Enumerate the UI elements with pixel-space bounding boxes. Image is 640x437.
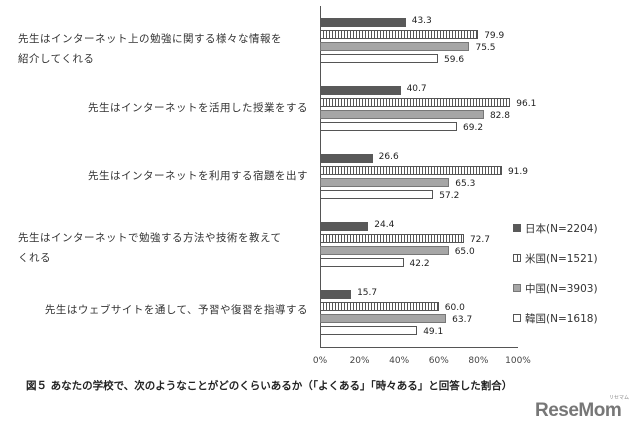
- bar-value-label: 57.2: [439, 191, 460, 201]
- bar-value-label: 69.2: [463, 123, 484, 133]
- bar-korea: [320, 258, 404, 267]
- bar-value-label: 49.1: [423, 327, 444, 337]
- bar-korea: [320, 54, 438, 63]
- category-label-4-line1: 先生はインターネットで勉強する方法や技術を教えて: [18, 232, 282, 244]
- bar-value-label: 15.7: [357, 288, 378, 298]
- legend-swatch-korea: [513, 314, 521, 322]
- resemom-logo: ReseMom: [535, 400, 622, 421]
- legend: 日本(N=2204) 米国(N=1521) 中国(N=3903) 韓国(N=16…: [513, 213, 598, 333]
- bar-china: [320, 42, 470, 51]
- legend-label-usa: 米国(N=1521): [525, 252, 598, 265]
- bar-usa: [320, 98, 511, 107]
- bar-japan: [320, 18, 406, 27]
- bar-value-label: 43.3: [411, 16, 432, 26]
- bar-value-label: 63.7: [452, 315, 473, 325]
- legend-item-usa: 米国(N=1521): [513, 243, 598, 273]
- x-axis-line: [320, 347, 518, 348]
- bar-korea: [320, 122, 458, 131]
- legend-label-korea: 韓国(N=1618): [525, 312, 598, 325]
- resemom-logo-subtext: リセマム: [609, 395, 630, 401]
- bar-value-label: 24.4: [374, 220, 395, 230]
- category-label-2-text: 先生はインターネットを活用した授業をする: [88, 102, 308, 114]
- bar-value-label: 91.9: [507, 167, 528, 177]
- category-label-5: 先生はウェブサイトを通して、予習や復習を指導する: [18, 300, 308, 320]
- figure-caption: 図５ あなたの学校で、次のようなことがどのくらいあるか（「よくある」「時々ある」…: [26, 380, 513, 392]
- bar-value-label: 75.5: [475, 43, 496, 53]
- bar-value-label: 40.7: [406, 84, 427, 94]
- bar-value-label: 65.0: [454, 247, 475, 257]
- bar-value-label: 59.6: [444, 55, 465, 65]
- x-tick-label: 80%: [468, 356, 489, 366]
- bar-china: [320, 246, 449, 255]
- bar-value-label: 65.3: [455, 179, 476, 189]
- category-label-1: 先生はインターネット上の勉強に関する様々な情報を 紹介してくれる: [18, 29, 282, 69]
- x-tick-label: 40%: [389, 356, 410, 366]
- bar-value-label: 60.0: [444, 303, 465, 313]
- bar-value-label: 26.6: [378, 152, 399, 162]
- category-label-1-line2: 紹介してくれる: [18, 53, 95, 65]
- bar-usa: [320, 30, 479, 39]
- x-tick-label: 100%: [505, 356, 531, 366]
- bar-japan: [320, 222, 369, 231]
- legend-label-japan: 日本(N=2204): [525, 222, 598, 235]
- bar-usa: [320, 302, 439, 311]
- legend-label-china: 中国(N=3903): [525, 282, 598, 295]
- legend-swatch-usa: [513, 254, 521, 262]
- category-label-2: 先生はインターネットを活用した授業をする: [18, 98, 308, 118]
- legend-swatch-japan: [513, 224, 521, 232]
- bar-korea: [320, 326, 418, 335]
- bar-value-label: 82.8: [489, 111, 510, 121]
- legend-swatch-china: [513, 284, 521, 292]
- bar-japan: [320, 154, 373, 163]
- bar-value-label: 79.9: [484, 31, 505, 41]
- y-axis-line: [320, 6, 321, 348]
- bar-korea: [320, 190, 434, 199]
- legend-item-japan: 日本(N=2204): [513, 213, 598, 243]
- category-label-1-line1: 先生はインターネット上の勉強に関する様々な情報を: [18, 33, 282, 45]
- legend-item-korea: 韓国(N=1618): [513, 303, 598, 333]
- category-label-3-text: 先生はインターネットを利用する宿題を出す: [88, 170, 308, 182]
- bar-japan: [320, 290, 352, 299]
- category-label-3: 先生はインターネットを利用する宿題を出す: [18, 166, 308, 186]
- bar-china: [320, 110, 484, 119]
- bar-usa: [320, 234, 464, 243]
- bar-value-label: 42.2: [409, 259, 430, 269]
- category-label-5-text: 先生はウェブサイトを通して、予習や復習を指導する: [44, 304, 308, 316]
- bar-value-label: 96.1: [516, 99, 537, 109]
- x-tick-label: 20%: [349, 356, 370, 366]
- bar-china: [320, 178, 450, 187]
- x-tick-label: 60%: [428, 356, 449, 366]
- legend-item-china: 中国(N=3903): [513, 273, 598, 303]
- category-label-4: 先生はインターネットで勉強する方法や技術を教えて くれる: [18, 228, 281, 268]
- bar-usa: [320, 166, 502, 175]
- bar-japan: [320, 86, 401, 95]
- bar-china: [320, 314, 447, 323]
- bar-value-label: 72.7: [469, 235, 490, 245]
- x-tick-label: 0%: [312, 356, 328, 366]
- category-label-4-line2: くれる: [18, 252, 51, 264]
